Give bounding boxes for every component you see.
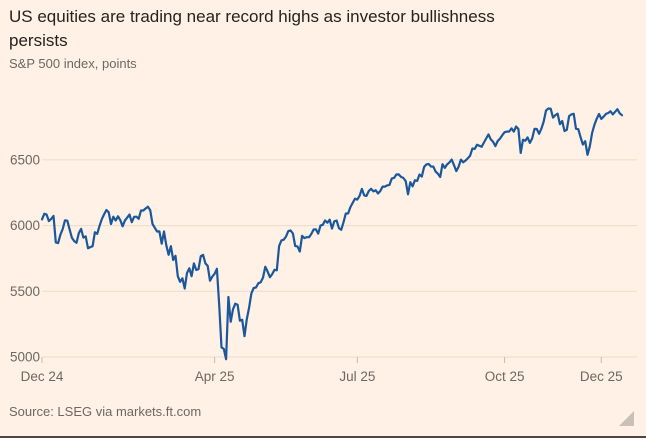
y-axis-label: 6000 bbox=[10, 218, 40, 233]
x-axis-label: Apr 25 bbox=[195, 369, 235, 384]
x-axis-label: Dec 24 bbox=[21, 369, 64, 384]
source-note: Source: LSEG via markets.ft.com bbox=[9, 404, 202, 419]
x-axis-label: Dec 25 bbox=[580, 369, 623, 384]
chart-title-line1: US equities are trading near record high… bbox=[9, 7, 495, 26]
chart-subtitle: S&P 500 index, points bbox=[9, 56, 137, 71]
y-axis-label: 5500 bbox=[10, 284, 40, 299]
price-line bbox=[40, 107, 624, 361]
y-axis-label: 5000 bbox=[10, 350, 40, 365]
x-axis-label: Jul 25 bbox=[339, 369, 375, 384]
x-axis-label: Oct 25 bbox=[485, 369, 525, 384]
resize-handle-icon[interactable] bbox=[619, 411, 634, 426]
chart-title: US equities are trading near record high… bbox=[9, 5, 629, 53]
y-axis-label: 6500 bbox=[10, 152, 40, 167]
chart-title-line2: persists bbox=[9, 31, 68, 50]
